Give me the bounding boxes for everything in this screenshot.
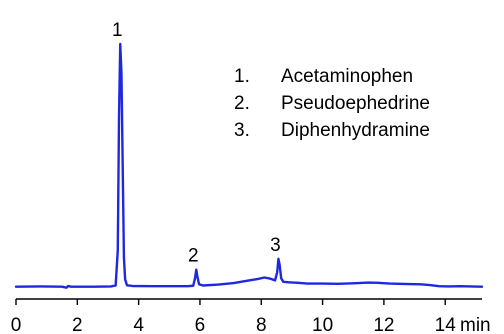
- x-axis-ticks: 0 2 4 6 8 10 12 14: [11, 299, 456, 334]
- x-tick-label-14: 14: [435, 315, 457, 334]
- legend-number-3: 3.: [234, 120, 250, 141]
- x-tick-label-10: 10: [312, 315, 333, 334]
- legend-name-1: Acetaminophen: [281, 66, 413, 87]
- legend-name-3: Diphenhydramine: [281, 120, 430, 141]
- legend-name-2: Pseudoephedrine: [281, 93, 430, 114]
- x-tick-label-4: 4: [133, 315, 144, 334]
- x-tick-label-6: 6: [195, 315, 206, 334]
- peak-labels: 1 2 3: [112, 20, 281, 267]
- legend-number-1: 1.: [234, 66, 250, 87]
- peak-label-1: 1: [112, 20, 123, 41]
- peak-label-2: 2: [188, 246, 199, 267]
- plot-area: [14, 42, 484, 289]
- x-tick-label-2: 2: [72, 315, 83, 334]
- chromatogram-trace: [14, 42, 484, 289]
- x-tick-label-12: 12: [373, 315, 394, 334]
- x-axis-unit-label: min: [460, 315, 491, 334]
- peak-label-3: 3: [270, 235, 281, 256]
- x-tick-label-0: 0: [11, 315, 22, 334]
- legend: 1. Acetaminophen 2. Pseudoephedrine 3. D…: [234, 66, 430, 141]
- x-tick-label-8: 8: [256, 315, 267, 334]
- legend-number-2: 2.: [234, 93, 250, 114]
